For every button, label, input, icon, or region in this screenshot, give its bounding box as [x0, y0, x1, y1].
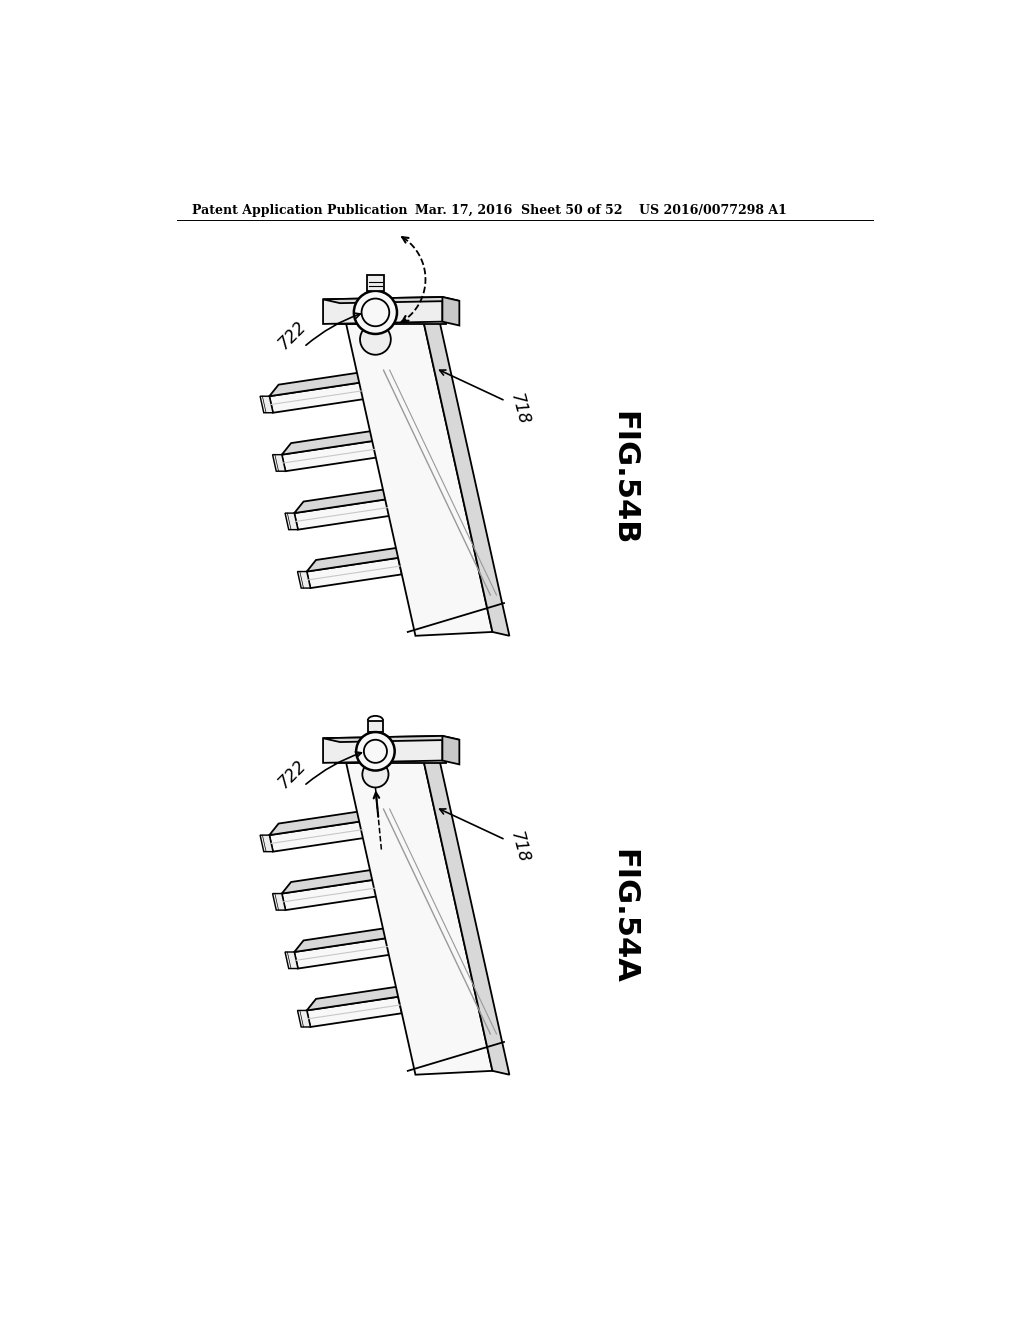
Text: Mar. 17, 2016  Sheet 50 of 52: Mar. 17, 2016 Sheet 50 of 52: [416, 205, 623, 218]
Circle shape: [360, 323, 391, 355]
Polygon shape: [294, 499, 389, 529]
Polygon shape: [294, 939, 389, 969]
Polygon shape: [285, 952, 298, 969]
Polygon shape: [269, 810, 370, 836]
Polygon shape: [269, 371, 370, 396]
Polygon shape: [346, 321, 493, 636]
Polygon shape: [368, 721, 383, 733]
Polygon shape: [307, 558, 401, 589]
Polygon shape: [335, 747, 446, 763]
Polygon shape: [307, 546, 408, 572]
Text: 718: 718: [507, 830, 532, 866]
Text: 722: 722: [274, 318, 310, 354]
Polygon shape: [307, 985, 408, 1010]
Polygon shape: [282, 869, 382, 894]
Polygon shape: [298, 572, 310, 589]
Polygon shape: [269, 821, 365, 851]
Polygon shape: [285, 513, 298, 529]
Circle shape: [356, 733, 394, 771]
Polygon shape: [298, 1010, 310, 1027]
Polygon shape: [442, 297, 460, 326]
Polygon shape: [335, 309, 446, 323]
Circle shape: [362, 762, 388, 788]
Text: Patent Application Publication: Patent Application Publication: [193, 205, 408, 218]
Polygon shape: [346, 759, 493, 1074]
Polygon shape: [442, 737, 460, 764]
Polygon shape: [272, 454, 286, 471]
Polygon shape: [260, 396, 273, 413]
Polygon shape: [260, 836, 273, 851]
Polygon shape: [323, 297, 460, 304]
Polygon shape: [272, 894, 286, 909]
Circle shape: [354, 290, 397, 334]
Text: US 2016/0077298 A1: US 2016/0077298 A1: [639, 205, 786, 218]
Polygon shape: [323, 737, 460, 742]
Polygon shape: [282, 880, 377, 909]
Text: FIG.54B: FIG.54B: [609, 411, 638, 545]
Polygon shape: [367, 276, 384, 290]
Polygon shape: [294, 927, 395, 952]
Polygon shape: [307, 997, 401, 1027]
Text: FIG.54A: FIG.54A: [609, 849, 638, 985]
Polygon shape: [282, 441, 377, 471]
Polygon shape: [423, 321, 509, 636]
Polygon shape: [323, 297, 442, 323]
Polygon shape: [423, 759, 509, 1074]
Polygon shape: [269, 383, 365, 413]
Polygon shape: [282, 429, 382, 454]
Text: 718: 718: [507, 391, 532, 426]
Polygon shape: [294, 488, 395, 513]
Polygon shape: [323, 737, 442, 763]
Text: 722: 722: [274, 756, 310, 792]
